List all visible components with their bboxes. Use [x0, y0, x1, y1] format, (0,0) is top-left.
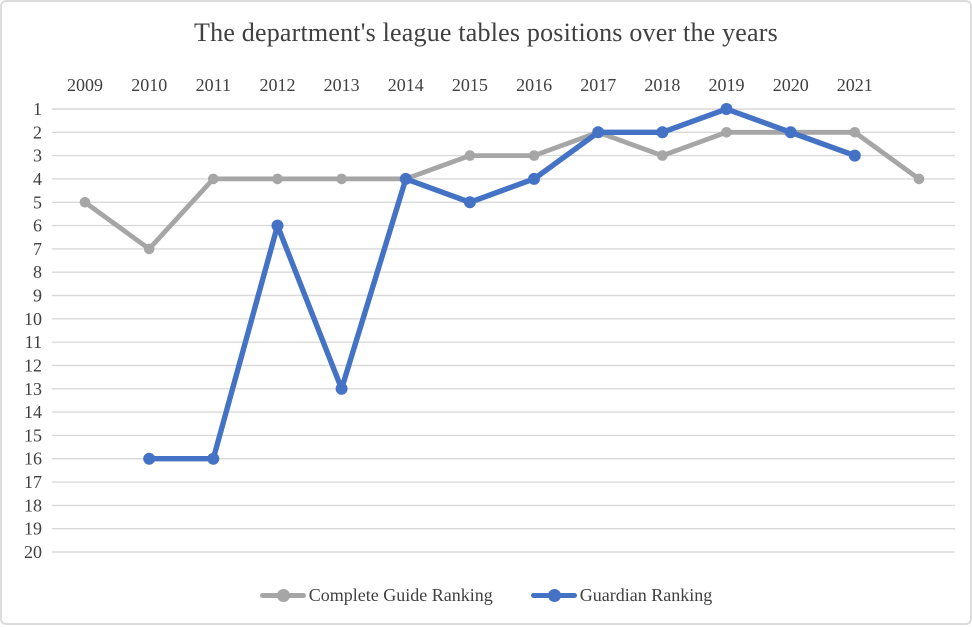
data-point-complete-guide-ranking [464, 150, 476, 161]
data-point-guardian-ranking [271, 219, 284, 232]
data-point-complete-guide-ranking [913, 173, 925, 185]
y-axis-tick-label: 11 [25, 332, 42, 352]
data-point-complete-guide-ranking [721, 127, 732, 138]
y-axis-tick-label: 4 [33, 169, 42, 189]
x-axis-label: 2017 [580, 75, 616, 95]
y-axis-tick-label: 2 [33, 122, 42, 142]
x-axis-label: 2020 [773, 75, 809, 95]
complete-guide-series-marker-icon [259, 588, 306, 602]
x-axis-label: 2014 [388, 75, 424, 95]
data-point-complete-guide-ranking [849, 127, 861, 138]
data-point-guardian-ranking [848, 149, 861, 162]
y-axis-tick-label: 8 [33, 262, 42, 282]
y-axis-tick-label: 20 [24, 542, 42, 562]
data-point-guardian-ranking [143, 452, 156, 465]
data-point-guardian-ranking [592, 126, 605, 139]
y-axis-tick-label: 1 [33, 99, 42, 119]
y-axis-tick-label: 3 [33, 146, 42, 166]
y-axis-tick-label: 18 [24, 495, 42, 515]
x-axis-label: 2009 [67, 75, 103, 95]
y-axis-tick-label: 5 [33, 192, 42, 212]
data-point-guardian-ranking [528, 172, 541, 185]
data-point-complete-guide-ranking [657, 150, 668, 161]
data-point-guardian-ranking [207, 452, 220, 465]
legend-label-guardian-ranking: Guardian Ranking [579, 584, 713, 605]
data-point-complete-guide-ranking [528, 150, 540, 161]
legend-item-complete-guide-ranking: Complete Guide Ranking [259, 584, 493, 606]
chart-title: The department's league tables positions… [194, 18, 778, 47]
y-axis-tick-label: 15 [24, 425, 42, 445]
y-axis-tick-label: 9 [33, 286, 42, 306]
series-line-complete-guide-ranking [82, 129, 922, 252]
x-axis-label: 2011 [196, 75, 231, 95]
y-axis-tick-label: 19 [24, 519, 42, 539]
x-axis-label: 2010 [131, 75, 167, 95]
x-axis-label: 2016 [516, 75, 552, 95]
data-point-guardian-ranking [784, 126, 797, 139]
x-axis-label: 2019 [709, 75, 745, 95]
chart-legend: Complete Guide Ranking Guardian Ranking [2, 582, 970, 608]
data-point-complete-guide-ranking [336, 173, 347, 185]
y-axis-tick-label: 16 [24, 449, 42, 469]
guardian-series-marker-icon [530, 588, 577, 602]
data-point-complete-guide-ranking [143, 243, 155, 255]
y-axis-tick-label: 13 [24, 379, 42, 399]
y-axis-tick-label: 14 [24, 402, 42, 422]
data-point-guardian-ranking [463, 196, 476, 209]
data-point-guardian-ranking [656, 126, 669, 139]
x-axis-label: 2018 [644, 75, 680, 95]
x-axis-label: 2021 [837, 75, 873, 95]
data-point-guardian-ranking [720, 103, 733, 115]
x-axis-label: 2015 [452, 75, 488, 95]
data-point-complete-guide-ranking [272, 173, 283, 185]
x-axis-label: 2013 [324, 75, 360, 95]
data-point-complete-guide-ranking [79, 197, 91, 208]
y-axis-tick-label: 12 [24, 356, 42, 376]
x-axis-label: 2012 [260, 75, 296, 95]
data-point-guardian-ranking [335, 382, 348, 395]
y-axis-tick-label: 6 [33, 216, 42, 236]
legend-label-complete-guide-ranking: Complete Guide Ranking [308, 584, 493, 605]
data-point-complete-guide-ranking [208, 173, 219, 185]
y-axis-tick-label: 10 [24, 309, 42, 329]
series-line-guardian-ranking [146, 106, 858, 462]
legend-item-guardian-ranking: Guardian Ranking [530, 584, 713, 606]
y-axis-tick-label: 7 [33, 239, 42, 259]
data-point-guardian-ranking [399, 172, 412, 185]
y-axis-tick-label: 17 [24, 472, 42, 492]
